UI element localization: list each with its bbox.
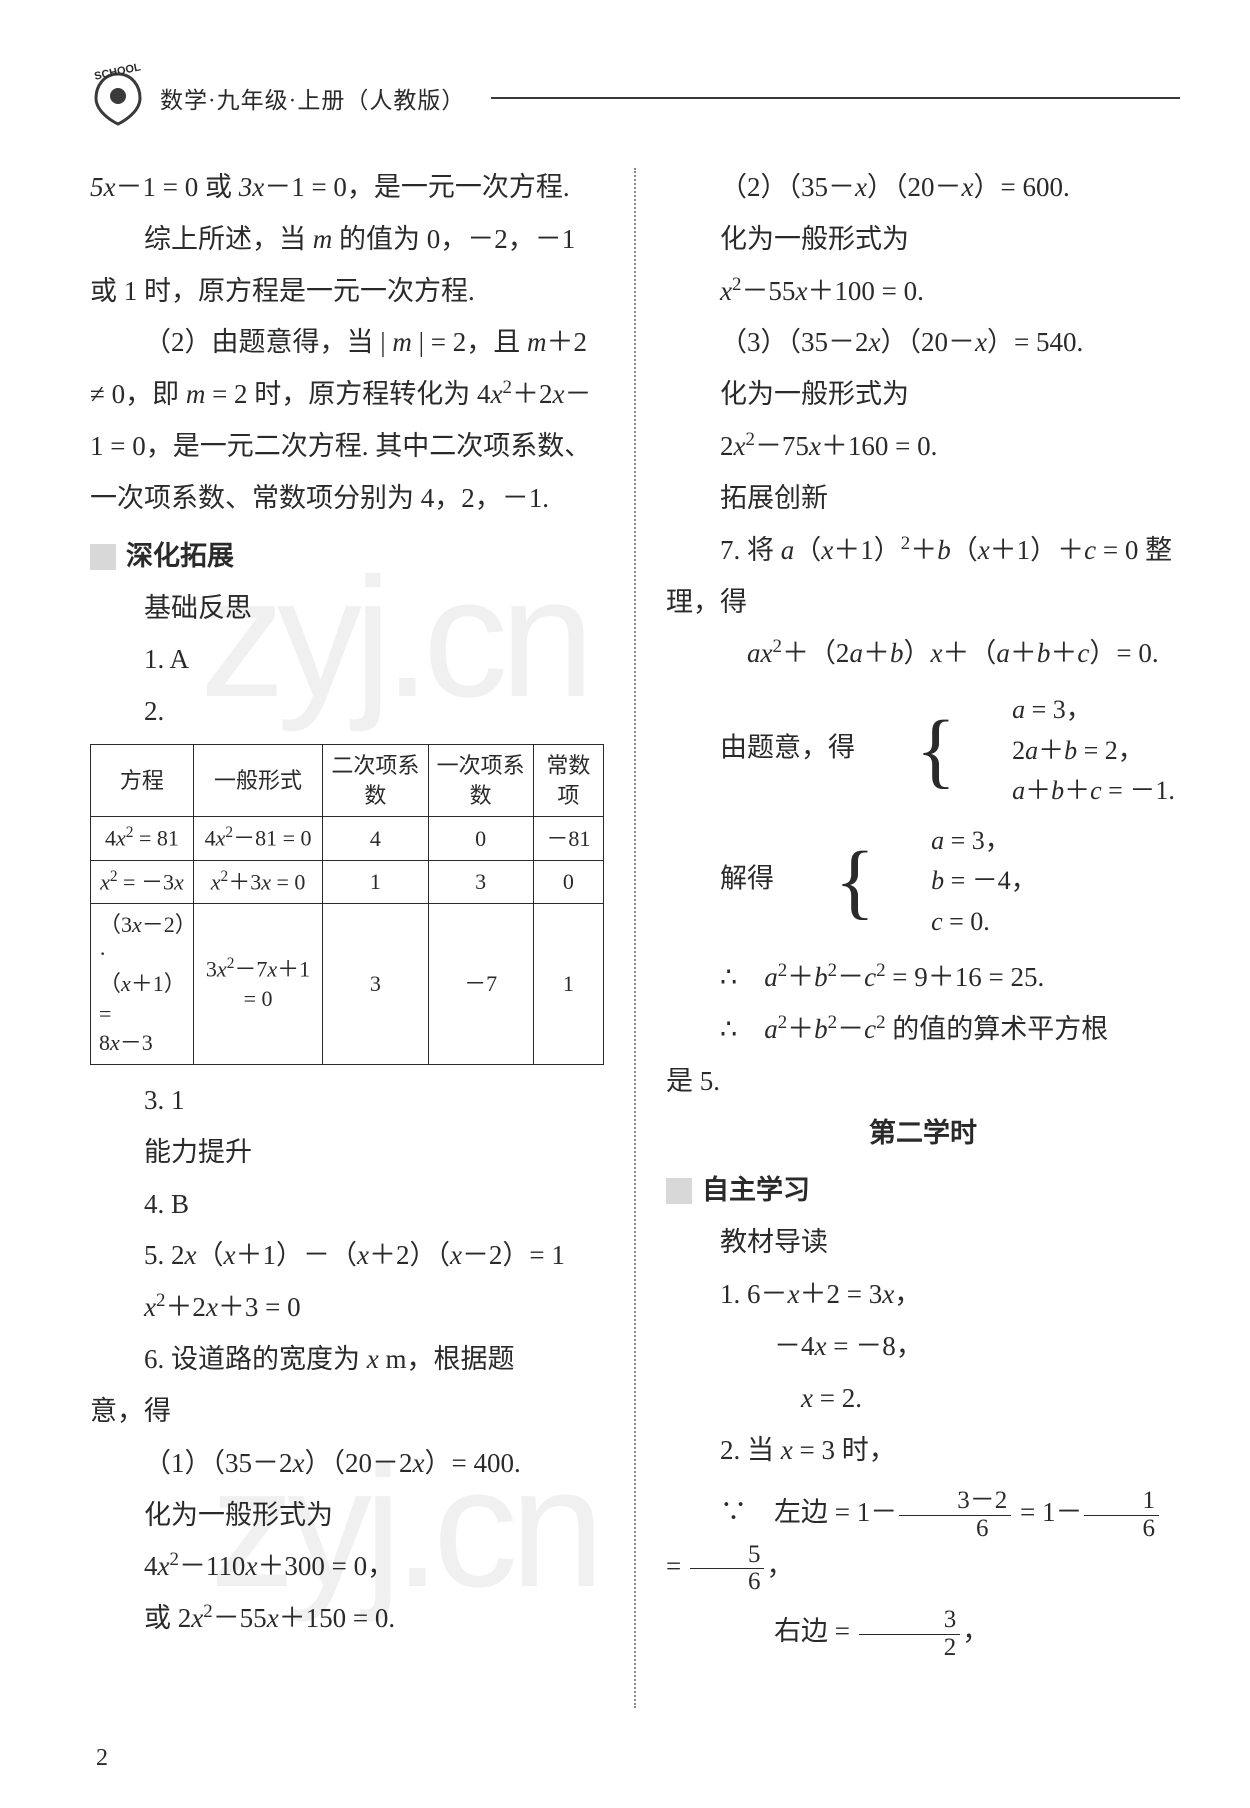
table-cell: －81 <box>533 817 603 860</box>
table-header: 二次项系数 <box>323 745 428 817</box>
brace-line: a = 3， <box>958 690 1175 730</box>
brace-line: 2a＋b = 2， <box>958 731 1175 771</box>
right-column: （2）（35－x）（20－x）= 600. 化为一般形式为 x2－55x＋100… <box>666 162 1180 1708</box>
answer-line: 6. 设道路的宽度为 x m，根据题 <box>90 1334 604 1386</box>
brace-line: a＋b＋c = －1. <box>958 771 1175 811</box>
text-line: 5x－1 = 0 或 3x－1 = 0，是一元一次方程. <box>90 162 604 214</box>
book-title: 数学·九年级·上册（人教版） <box>160 81 465 115</box>
fraction-line: 右边 = 32， <box>666 1607 1180 1661</box>
table-row: （3x－2）·（x＋1）=8x－3 3x2－7x＋1 = 0 3 －7 1 <box>91 903 604 1064</box>
two-column-body: 5x－1 = 0 或 3x－1 = 0，是一元一次方程. 综上所述，当 m 的值… <box>90 162 1180 1708</box>
table-cell: 3 <box>428 860 533 903</box>
left-column: 5x－1 = 0 或 3x－1 = 0，是一元一次方程. 综上所述，当 m 的值… <box>90 162 604 1708</box>
left-brace-icon: { <box>781 846 875 917</box>
answer-line: 化为一般形式为 <box>666 214 1180 266</box>
brace-prefix: 由题意，得 <box>720 733 855 763</box>
table-header: 一次项系数 <box>428 745 533 817</box>
answer-line: （3）（35－2x）（20－x）= 540. <box>666 317 1180 369</box>
lesson-heading: 第二学时 <box>666 1108 1180 1160</box>
answer-line: x = 2. <box>666 1373 1180 1425</box>
answer-line: 1. A <box>90 634 604 686</box>
answer-line: －4x = －8， <box>666 1321 1180 1373</box>
answer-line: ∴ a2＋b2－c2 = 9＋16 = 25. <box>666 952 1180 1004</box>
column-divider <box>634 168 636 1708</box>
brace-line: b = －4， <box>877 861 1037 901</box>
answer-line: x2－55x＋100 = 0. <box>666 266 1180 318</box>
section-heading: 深化拓展 <box>90 531 604 583</box>
answer-line: ∴ a2＋b2－c2 的值的算术平方根 <box>666 1004 1180 1056</box>
table-row: 方程 一般形式 二次项系数 一次项系数 常数项 <box>91 745 604 817</box>
answer-line: 2. <box>90 686 604 738</box>
answer-line: 或 2x2－55x＋150 = 0. <box>90 1593 604 1645</box>
subsection-title: 教材导读 <box>666 1217 1180 1269</box>
answer-line: x2＋2x＋3 = 0 <box>90 1282 604 1334</box>
answer-line: 5. 2x（x＋1）－（x＋2）（x－2）= 1 <box>90 1230 604 1282</box>
answer-line: ax2＋（2a＋b）x＋（a＋b＋c）= 0. <box>666 628 1180 680</box>
table-header: 方程 <box>91 745 194 817</box>
table-cell: 4x2－81 = 0 <box>193 817 322 860</box>
brace-line: a = 3， <box>877 821 1037 861</box>
text-line: 是 5. <box>666 1056 1180 1108</box>
subsection-title: 能力提升 <box>90 1127 604 1179</box>
header-rule <box>491 97 1180 99</box>
page-header: SCHOOL 数学·九年级·上册（人教版） <box>90 70 1180 126</box>
text-line: 综上所述，当 m 的值为 0，－2，－1 或 1 时，原方程是一元一次方程. <box>90 214 604 318</box>
brace-prefix: 解得 <box>720 864 774 894</box>
table-cell: x2 = －3x <box>91 860 194 903</box>
subsection-title: 基础反思 <box>90 583 604 635</box>
brace-system: 由题意，得 { a = 3， 2a＋b = 2， a＋b＋c = －1. <box>666 690 1180 811</box>
brace-system: 解得 { a = 3， b = －4， c = 0. <box>666 821 1180 942</box>
equations-table: 方程 一般形式 二次项系数 一次项系数 常数项 4x2 = 81 4x2－81 … <box>90 744 604 1065</box>
table-cell: 0 <box>428 817 533 860</box>
table-cell: 4x2 = 81 <box>91 817 194 860</box>
table-cell: 3 <box>323 903 428 1064</box>
fraction-line: ∵ 左边 = 1－3－26 = 1－16 = 56， <box>666 1488 1180 1595</box>
table-cell: 4 <box>323 817 428 860</box>
table-row: x2 = －3x x2＋3x = 0 1 3 0 <box>91 860 604 903</box>
answer-line: （2）（35－x）（20－x）= 600. <box>666 162 1180 214</box>
table-header: 一般形式 <box>193 745 322 817</box>
section-heading: 自主学习 <box>666 1165 1180 1217</box>
answer-line: 1. 6－x＋2 = 3x， <box>666 1269 1180 1321</box>
table-cell: x2＋3x = 0 <box>193 860 322 903</box>
table-cell: 1 <box>533 903 603 1064</box>
answer-line: （1）（35－2x）（20－2x）= 400. <box>90 1438 604 1490</box>
answer-line: 2x2－75x＋160 = 0. <box>666 421 1180 473</box>
left-brace-icon: { <box>862 715 956 786</box>
brace-line: c = 0. <box>877 902 1037 942</box>
school-logo-icon: SCHOOL <box>90 70 146 126</box>
table-cell: 3x2－7x＋1 = 0 <box>193 903 322 1064</box>
section-marker-icon <box>90 544 116 570</box>
subsection-title: 拓展创新 <box>666 473 1180 525</box>
section-marker-icon <box>666 1178 692 1204</box>
table-cell: 1 <box>323 860 428 903</box>
table-cell: －7 <box>428 903 533 1064</box>
answer-line: 7. 将 a（x＋1）2＋b（x＋1）＋c = 0 整 <box>666 525 1180 577</box>
answer-line: 4. B <box>90 1179 604 1231</box>
section-title: 深化拓展 <box>126 531 234 583</box>
page-number: 2 <box>96 1745 108 1772</box>
answer-line: 2. 当 x = 3 时， <box>666 1425 1180 1477</box>
table-cell: （3x－2）·（x＋1）=8x－3 <box>91 903 194 1064</box>
answer-line: 4x2－110x＋300 = 0， <box>90 1541 604 1593</box>
table-row: 4x2 = 81 4x2－81 = 0 4 0 －81 <box>91 817 604 860</box>
section-title: 自主学习 <box>702 1165 810 1217</box>
text-line: 理，得 <box>666 577 1180 629</box>
table-cell: 0 <box>533 860 603 903</box>
text-line: （2）由题意得，当 | m | = 2，且 m＋2 ≠ 0，即 m = 2 时，… <box>90 317 604 524</box>
answer-line: 化为一般形式为 <box>90 1490 604 1542</box>
answer-line: 化为一般形式为 <box>666 369 1180 421</box>
text-line: 意，得 <box>90 1386 604 1438</box>
table-header: 常数项 <box>533 745 603 817</box>
answer-line: 3. 1 <box>90 1075 604 1127</box>
